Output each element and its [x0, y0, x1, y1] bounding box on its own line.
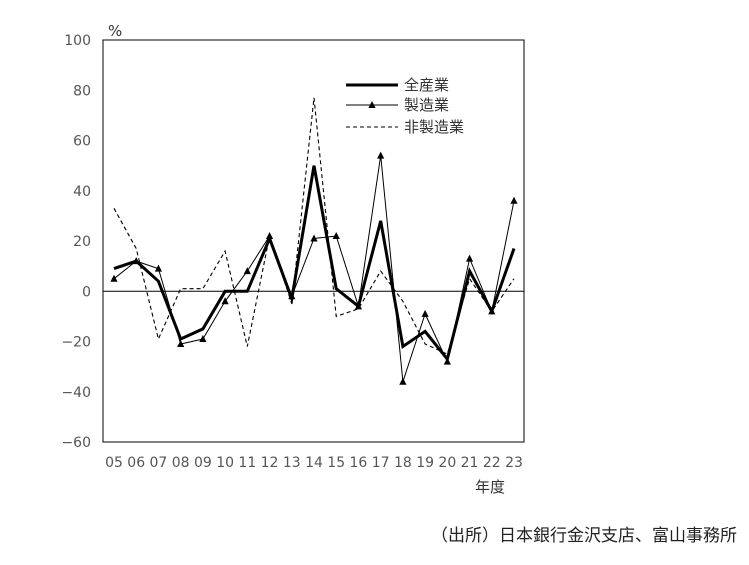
y-tick-label: −20 [61, 335, 91, 351]
x-axis: 05 06 07 08 09 10 11 12 13 14 15 16 17 18 19 20 21 22 23 [105, 455, 523, 471]
series-line-0 [113, 165, 516, 363]
x-tick-label: 14 [305, 455, 323, 471]
x-tick-label: 10 [216, 455, 234, 471]
series-line-2 [113, 97, 515, 355]
series-line-1 [113, 155, 515, 382]
data-point-marker [110, 274, 118, 282]
x-tick-label: 16 [350, 455, 368, 471]
y-axis-label: % [108, 22, 122, 40]
y-tick-label: 60 [73, 134, 91, 150]
data-point-marker [310, 234, 318, 242]
x-tick-label: 05 [105, 455, 123, 471]
x-tick-label: 20 [438, 455, 456, 471]
y-tick-label: 20 [73, 234, 91, 250]
y-tick-label: −40 [61, 385, 91, 401]
x-tick-label: 23 [505, 455, 523, 471]
data-point-marker [377, 151, 385, 159]
legend-marker [368, 101, 376, 108]
x-tick-label: 18 [394, 455, 412, 471]
x-tick-label: 06 [127, 455, 145, 471]
y-axis: 100 80 60 40 20 0 −20 −40 −60 [61, 33, 91, 451]
data-point-marker [332, 231, 340, 239]
x-tick-label: 21 [461, 455, 479, 471]
x-tick-label: 12 [261, 455, 279, 471]
data-point-marker [221, 297, 229, 305]
x-tick-label: 19 [416, 455, 434, 471]
y-tick-label: 80 [73, 83, 91, 99]
data-point-marker [199, 334, 207, 342]
data-point-marker [465, 254, 474, 262]
x-tick-label: 15 [327, 455, 345, 471]
x-tick-label: 08 [172, 455, 190, 471]
data-point-marker [399, 377, 407, 385]
x-tick-label: 07 [150, 455, 168, 471]
data-point-marker [243, 267, 251, 275]
x-tick-label: 11 [238, 455, 256, 471]
x-tick-label: 17 [372, 455, 390, 471]
legend-label: 全産業 [404, 76, 449, 94]
y-tick-label: 0 [82, 284, 91, 300]
source-note: （出所）日本銀行金沢支店、富山事務所 [431, 526, 737, 546]
x-tick-label: 09 [194, 455, 212, 471]
x-tick-label: 13 [283, 455, 301, 471]
x-tick-label: 22 [483, 455, 501, 471]
y-tick-label: −60 [61, 435, 91, 451]
data-point-marker [510, 196, 518, 204]
y-tick-label: 40 [73, 184, 91, 200]
data-point-marker [177, 340, 185, 348]
legend-label: 製造業 [404, 96, 449, 114]
data-point-marker [154, 264, 163, 272]
y-tick-label: 100 [64, 33, 91, 49]
series-layer [110, 97, 518, 385]
x-axis-label: 年度 [475, 478, 505, 496]
data-point-marker [421, 309, 429, 317]
legend-label: 非製造業 [404, 118, 464, 136]
plot-area [102, 39, 525, 443]
